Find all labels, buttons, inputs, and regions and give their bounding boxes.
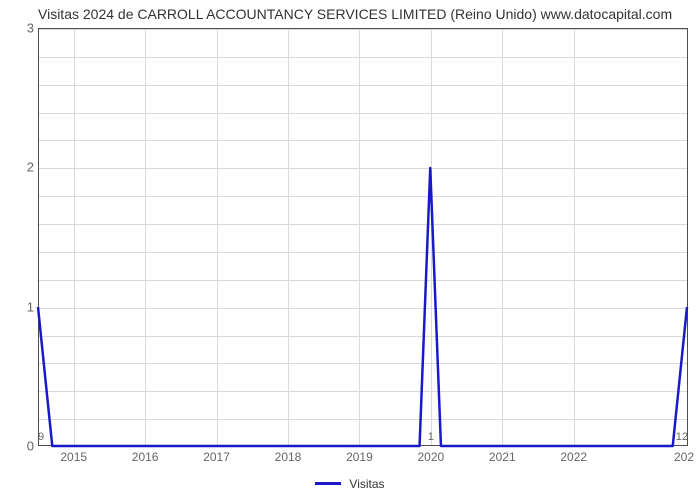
x-tick-label: 2017 [203,450,230,464]
data-point-label: 9 [38,431,44,443]
x-tick-label: 2021 [489,450,516,464]
data-point-label: 12 [676,431,688,443]
chart-title: Visitas 2024 de CARROLL ACCOUNTANCY SERV… [38,6,672,22]
x-tick-label: 2018 [275,450,302,464]
y-tick-label: 0 [6,439,34,454]
y-tick-label: 2 [6,160,34,175]
plot-area [38,28,688,446]
data-point-label: 1 [428,431,434,443]
x-tick-label: 2022 [560,450,587,464]
legend-label: Visitas [349,477,384,491]
legend: Visitas [0,476,700,491]
x-tick-label: 2016 [132,450,159,464]
x-tick-label-truncated: 202 [674,450,694,464]
line-series [38,29,687,446]
x-tick-label: 2019 [346,450,373,464]
legend-swatch [315,482,341,485]
y-tick-label: 3 [6,21,34,36]
x-tick-label: 2020 [417,450,444,464]
x-tick-label: 2015 [60,450,87,464]
y-tick-label: 1 [6,299,34,314]
